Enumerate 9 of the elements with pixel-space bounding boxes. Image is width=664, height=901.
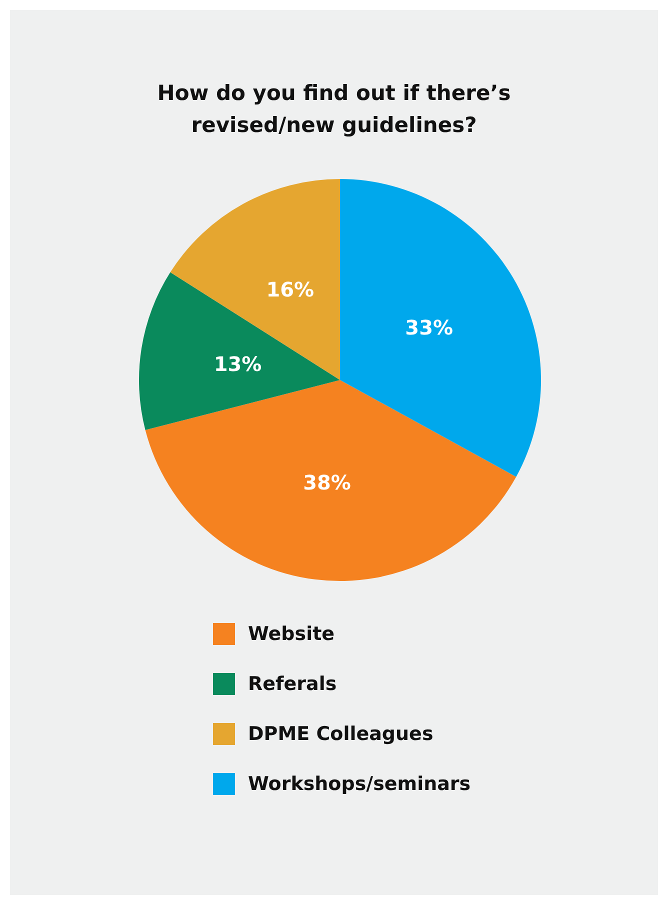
data-label: 16%: [266, 277, 314, 302]
legend-label: DPME Colleagues: [248, 723, 434, 745]
data-label: 33%: [405, 315, 454, 340]
legend-label: Website: [248, 623, 335, 645]
legend-label: Referals: [248, 673, 337, 695]
chart-title: How do you find out if there’s revised/new guidelines?: [157, 81, 511, 137]
legend-label: Workshops/seminars: [248, 773, 471, 795]
data-label: 13%: [214, 352, 262, 376]
data-label: 38%: [303, 470, 351, 495]
